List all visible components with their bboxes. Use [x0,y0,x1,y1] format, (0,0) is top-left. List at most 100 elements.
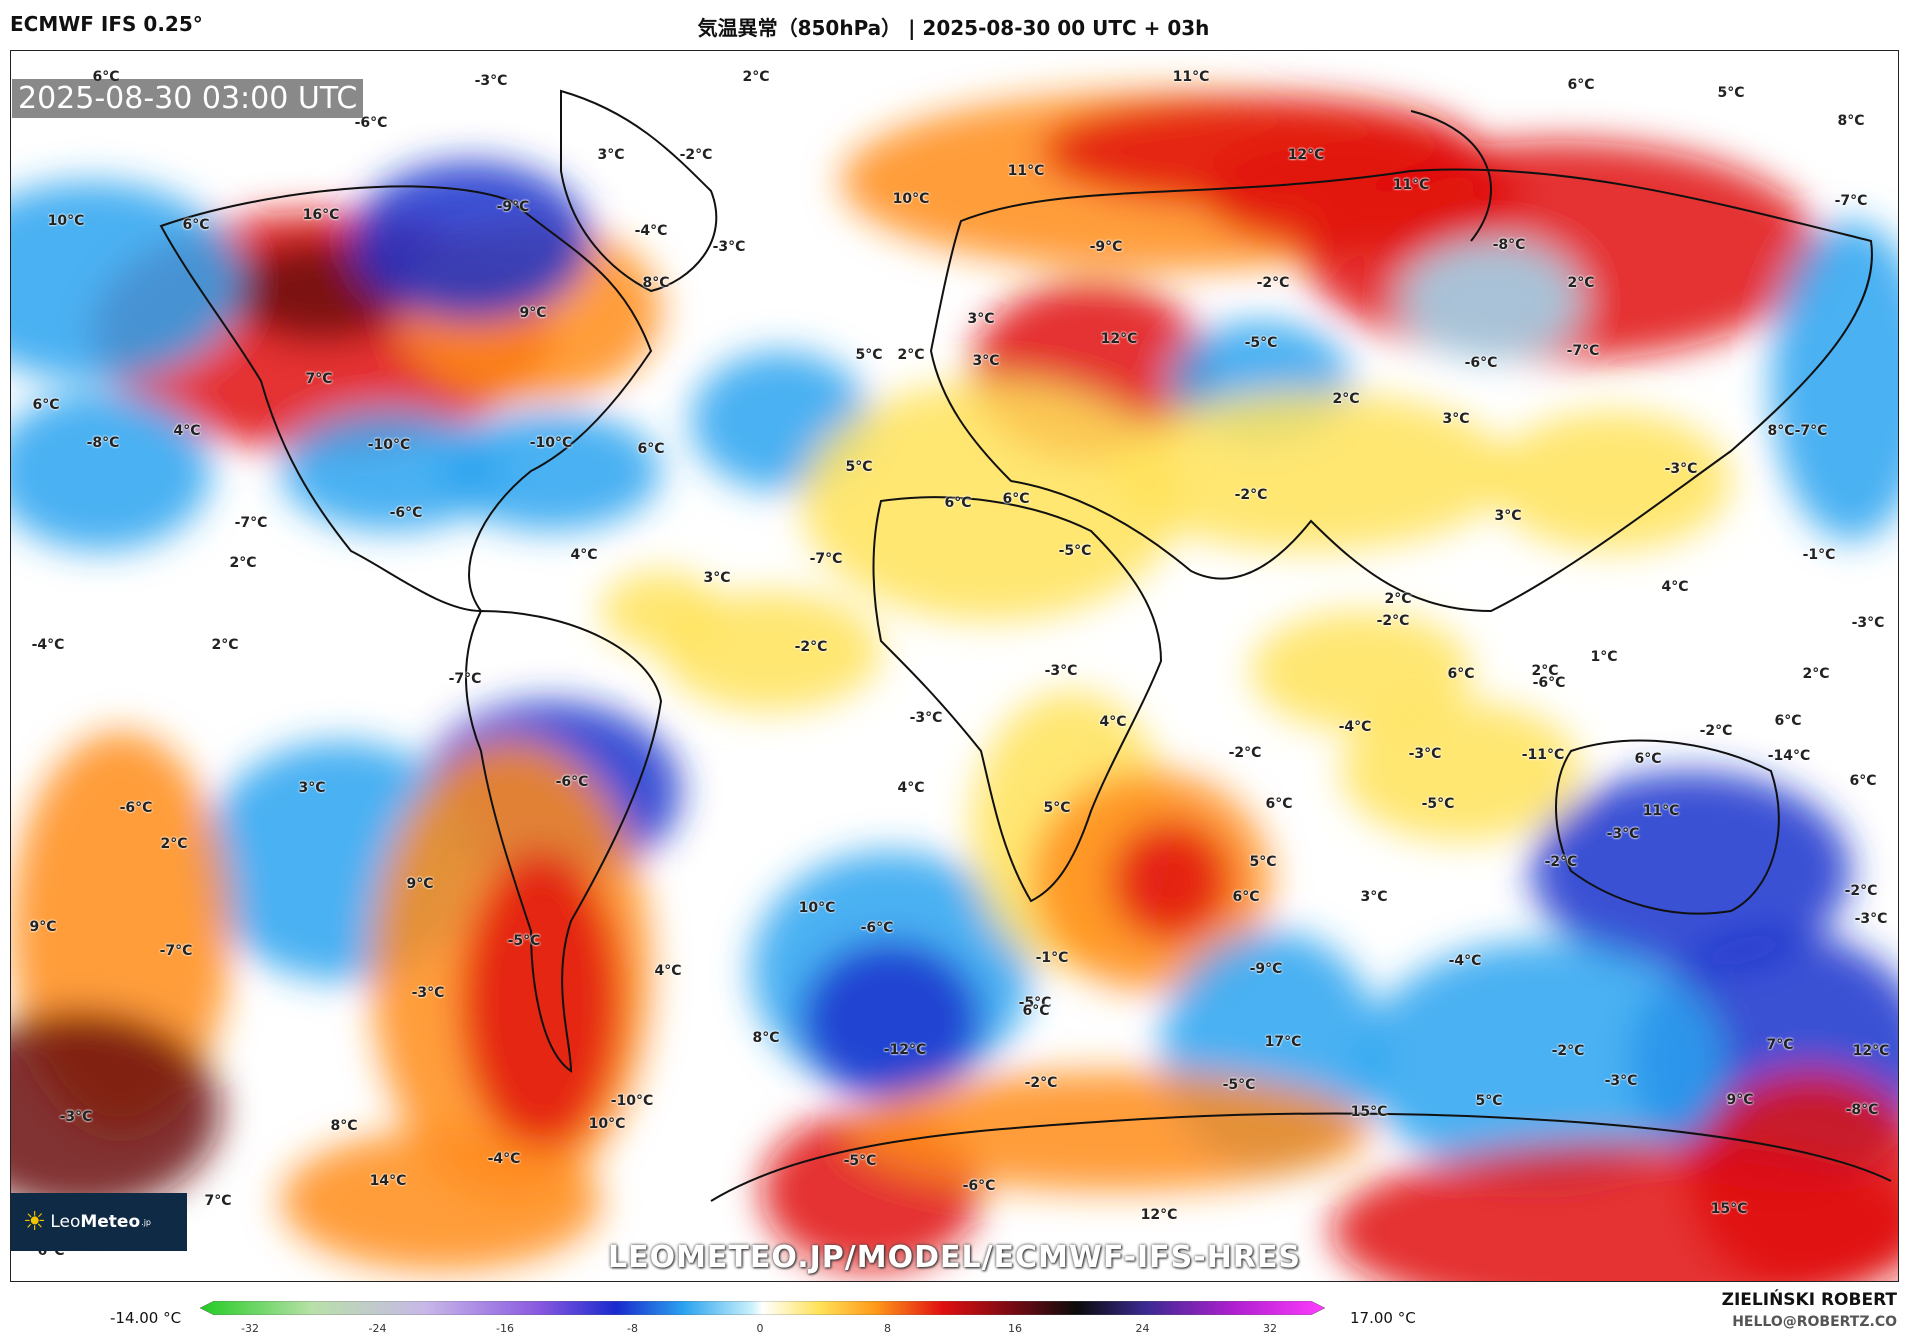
temperature-label: -2°C [1844,883,1878,899]
temperature-label: -3°C [411,985,445,1001]
temperature-label: -1°C [1802,547,1836,563]
temperature-label: -8°C [86,435,120,451]
coastline-1 [465,609,663,1073]
colorbar-min-label: -14.00 °C [110,1309,182,1327]
temperature-label: -12°C [883,1042,927,1058]
temperature-label: -4°C [1448,953,1482,969]
sun-icon: ☀ [23,1207,47,1237]
temperature-label: 2°C [1384,591,1412,607]
temperature-label: 3°C [1360,889,1388,905]
temperature-label: 2°C [1531,663,1559,679]
temperature-label: 4°C [654,963,682,979]
temperature-label: 10°C [588,1116,626,1132]
temperature-label: 3°C [703,570,731,586]
logo-text-bold: Meteo [80,1212,141,1232]
temperature-label: -8°C [1492,237,1526,253]
temperature-label: -7°C [1566,343,1600,359]
temperature-label: 8°C [642,275,670,291]
temperature-label: -10°C [367,437,411,453]
colorbar-tick: 32 [1263,1322,1277,1335]
temperature-label: 8°C [1767,423,1795,439]
temperature-label: 3°C [972,353,1000,369]
colorbar-tick: -8 [627,1322,638,1335]
colorbar-tick: 16 [1008,1322,1022,1335]
temperature-label: 2°C [1567,275,1595,291]
temperature-label: -2°C [1551,1043,1585,1059]
temperature-label: -2°C [679,147,713,163]
author-name: ZIELIŃSKI ROBERT [1721,1290,1897,1310]
temperature-label: 10°C [47,213,85,229]
temperature-label: 11°C [1172,69,1210,85]
temperature-label: -3°C [909,710,943,726]
anomaly-region-pos-strong [1111,821,1231,941]
temperature-label: 12°C [1100,331,1138,347]
temperature-label: 3°C [597,147,625,163]
temperature-label: -2°C [1228,745,1262,761]
colorbar-max-label: 17.00 °C [1350,1309,1416,1327]
temperature-label: 15°C [1350,1104,1388,1120]
temperature-label: 14°C [369,1173,407,1189]
temperature-label: -10°C [610,1093,654,1109]
temperature-label: -9°C [1089,239,1123,255]
temperature-label: 6°C [1232,889,1260,905]
anomaly-region-pos-extreme [11,1011,221,1211]
temperature-label: -5°C [1421,796,1455,812]
temperature-label: -3°C [1044,663,1078,679]
temperature-label: 5°C [1475,1093,1503,1109]
temperature-label: -5°C [507,933,541,949]
anomaly-region-neg-mid [11,391,211,551]
temperature-label: 7°C [1766,1037,1794,1053]
colorbar-tick: -24 [368,1322,387,1335]
map-title: 気温異常（850hPa） | 2025-08-30 00 UTC + 03h [697,16,1210,40]
temperature-label: -1°C [1035,950,1069,966]
author-email: HELLO@ROBERTZ.CO [1732,1314,1897,1330]
temperature-label: -2°C [794,639,828,655]
temperature-label: -6°C [860,920,894,936]
coastline-7 [560,89,718,293]
anomaly-region-neg-mid [281,411,501,531]
temperature-label: 5°C [1249,854,1277,870]
temperature-label: 12°C [1287,147,1325,163]
temperature-label: 3°C [967,311,995,327]
temperature-label: -3°C [1606,826,1640,842]
temperature-label: -2°C [1376,613,1410,629]
temperature-label: 9°C [519,305,547,321]
temperature-label: 11°C [1642,803,1680,819]
temperature-label: -3°C [1854,911,1888,927]
temperature-label: -14°C [1767,748,1811,764]
temperature-label: 10°C [892,191,930,207]
temperature-label: 7°C [305,371,333,387]
temperature-label: -2°C [1024,1075,1058,1091]
temperature-label: 4°C [570,547,598,563]
temperature-label: 6°C [32,397,60,413]
anomaly-field [11,89,1898,1281]
temperature-label: -3°C [1851,615,1885,631]
anomaly-region-pos-light [1491,411,1731,551]
temperature-label: -7°C [448,671,482,687]
temperature-label: -3°C [1408,746,1442,762]
colorbar-tick: 24 [1135,1322,1150,1335]
temperature-label: -6°C [389,505,423,521]
coastline-6 [1410,110,1492,242]
temperature-label: 6°C [944,495,972,511]
temperature-label: 6°C [637,441,665,457]
anomaly-region-pos-strong [1691,1071,1898,1281]
temperature-label: 11°C [1392,177,1430,193]
anomaly-region-pos-strong [1201,131,1521,251]
colorbar [200,1301,1325,1315]
temperature-label: 6°C [1567,77,1595,93]
temperature-label: 4°C [897,780,925,796]
temperature-label: 3°C [1442,411,1470,427]
temperature-label: 9°C [1726,1092,1754,1108]
temperature-label: 17°C [1264,1034,1302,1050]
model-name: ECMWF IFS 0.25° [10,12,203,36]
temperature-label: -3°C [1664,461,1698,477]
temperature-label: 3°C [298,780,326,796]
coastline-4 [1555,739,1780,915]
temperature-label: -6°C [119,800,153,816]
anomaly-region-neg-strong [1531,771,1851,971]
temperature-label: -5°C [1222,1077,1256,1093]
anomaly-region-neg-mid [1361,941,1721,1181]
colorbar-tick: 8 [884,1322,891,1335]
temperature-label: -2°C [1234,487,1268,503]
